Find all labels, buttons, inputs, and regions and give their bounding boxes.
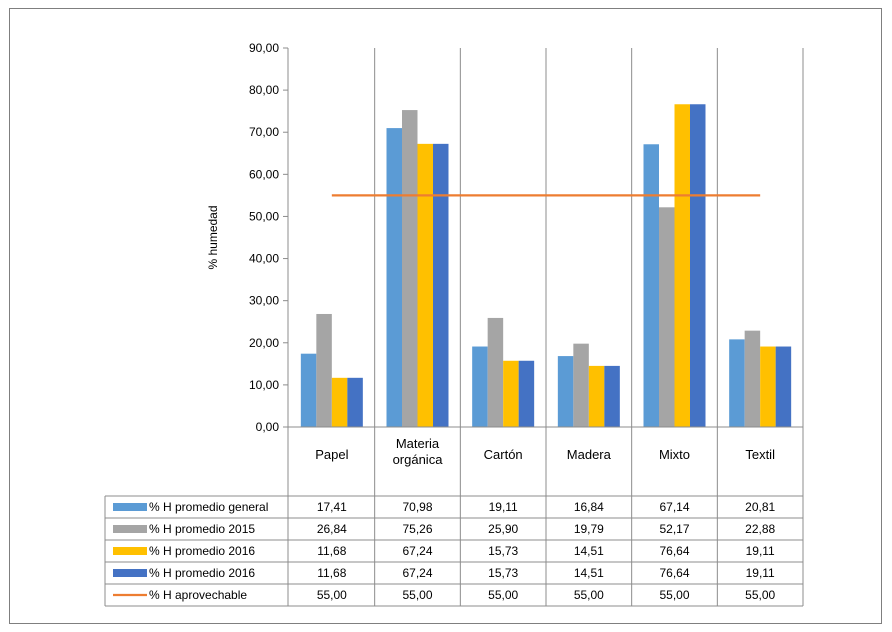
bar	[775, 346, 792, 427]
x-category-label: Materia	[396, 436, 440, 451]
data-table-cell: 25,90	[488, 522, 518, 536]
data-table-cell: 11,68	[317, 566, 346, 580]
bar	[402, 110, 418, 427]
y-tick-label: 80,00	[249, 83, 279, 97]
legend-series-name: % H promedio general	[149, 500, 268, 514]
chart-frame	[9, 8, 882, 624]
bar	[588, 365, 605, 427]
data-table-cell: 55,00	[745, 588, 775, 602]
bar	[487, 317, 504, 427]
y-tick-label: 60,00	[249, 167, 279, 181]
bar	[690, 104, 706, 428]
data-table-cell: 67,24	[402, 544, 432, 558]
legend-series-name: % H promedio 2016	[149, 566, 255, 580]
legend-key	[113, 569, 147, 577]
data-table-cell: 70,98	[402, 500, 432, 514]
y-tick-label: 70,00	[249, 125, 279, 139]
bar	[573, 343, 589, 427]
bar	[729, 339, 745, 427]
y-tick-label: 30,00	[249, 294, 279, 308]
legend-key	[113, 503, 147, 511]
bar	[300, 353, 317, 427]
data-table-cell: 55,00	[488, 588, 518, 602]
bar	[331, 377, 348, 427]
x-category-label: Madera	[567, 447, 612, 462]
y-tick-label: 40,00	[249, 252, 279, 266]
y-tick-label: 20,00	[249, 336, 279, 350]
bar	[643, 144, 659, 428]
data-table-cell: 19,11	[746, 566, 775, 580]
bar	[503, 360, 519, 427]
data-table-cell: 19,79	[574, 522, 604, 536]
x-category-label: Textil	[745, 447, 775, 462]
data-table-cell: 15,73	[488, 544, 518, 558]
data-table-cell: 19,11	[489, 500, 518, 514]
bar	[386, 128, 402, 427]
y-tick-label: 90,00	[249, 41, 279, 55]
data-table-cell: 75,26	[402, 522, 432, 536]
x-category-label: Mixto	[659, 447, 690, 462]
y-tick-label: 10,00	[249, 378, 279, 392]
data-table-cell: 55,00	[317, 588, 347, 602]
legend-key	[113, 547, 147, 555]
bar	[472, 346, 488, 427]
data-table-cell: 55,00	[574, 588, 604, 602]
bar	[557, 356, 574, 427]
bar	[674, 104, 690, 428]
data-table-cell: 20,81	[745, 500, 775, 514]
x-category-label: orgánica	[393, 452, 444, 467]
data-table-cell: 17,41	[317, 500, 347, 514]
y-tick-label: 50,00	[249, 209, 279, 223]
bar	[744, 330, 761, 427]
legend-key	[113, 525, 147, 533]
bar	[760, 346, 776, 427]
data-table-cell: 15,73	[488, 566, 518, 580]
y-axis-title: % humedad	[206, 205, 220, 269]
bar	[604, 365, 620, 427]
bar	[659, 207, 675, 427]
bar	[417, 143, 433, 427]
data-table-cell: 19,11	[746, 544, 775, 558]
legend-series-name: % H promedio 2016	[149, 544, 255, 558]
legend-series-name: % H aprovechable	[149, 588, 247, 602]
bar	[347, 377, 363, 427]
bar	[433, 143, 449, 427]
data-table-cell: 67,24	[402, 566, 432, 580]
data-table-cell: 14,51	[574, 566, 604, 580]
legend-series-name: % H promedio 2015	[149, 522, 255, 536]
data-table-cell: 55,00	[402, 588, 432, 602]
x-category-label: Papel	[315, 447, 348, 462]
data-table-cell: 76,64	[659, 544, 689, 558]
bar	[518, 360, 535, 427]
data-table-cell: 11,68	[317, 544, 346, 558]
bar	[316, 313, 332, 427]
data-table-cell: 76,64	[659, 566, 689, 580]
data-table-cell: 26,84	[317, 522, 347, 536]
data-table-cell: 55,00	[659, 588, 689, 602]
data-table-cell: 22,88	[745, 522, 775, 536]
y-tick-label: 0,00	[256, 420, 280, 434]
data-table-cell: 14,51	[574, 544, 604, 558]
x-category-label: Cartón	[484, 447, 523, 462]
data-table-cell: 16,84	[574, 500, 604, 514]
data-table-cell: 67,14	[659, 500, 689, 514]
data-table-cell: 52,17	[659, 522, 689, 536]
